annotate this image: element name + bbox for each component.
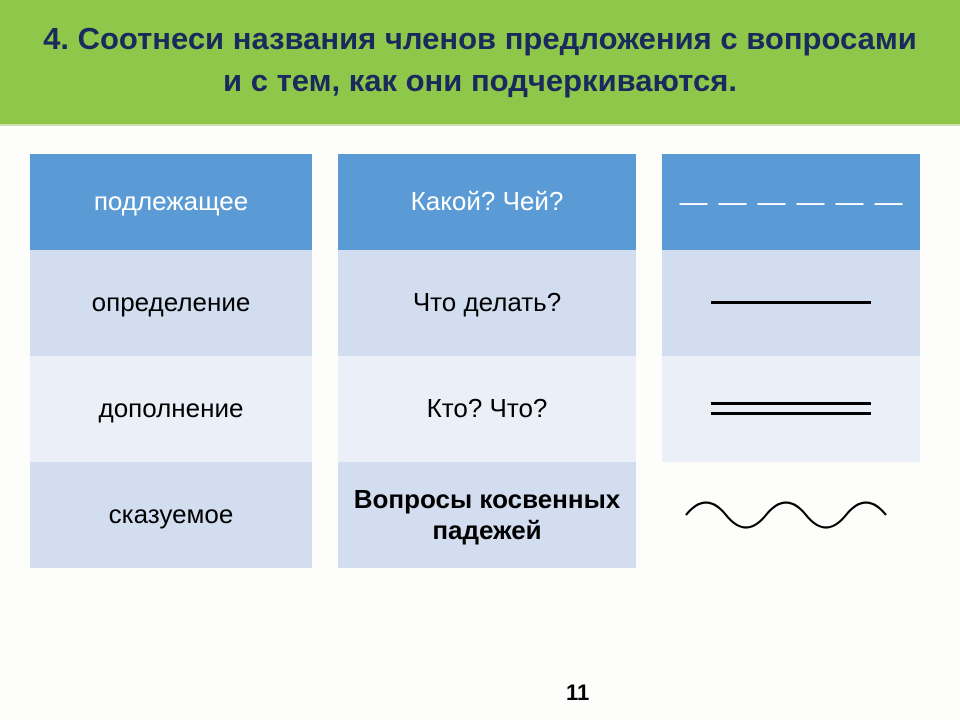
- col3-row3: [662, 462, 920, 568]
- col2-row2: Кто? Что?: [338, 356, 636, 462]
- dash: —: [758, 185, 786, 219]
- dashed-underline-icon: — — — — — —: [680, 185, 903, 219]
- col2-row3: Вопросы косвенных падежей: [338, 462, 636, 568]
- page-number: 11: [566, 680, 589, 706]
- instruction-title: 4. Соотнеси названия членов предложения …: [30, 18, 930, 102]
- col3-row2: [662, 356, 920, 462]
- col2-row1: Что делать?: [338, 250, 636, 356]
- dash: —: [680, 185, 708, 219]
- double-solid-underline-icon: [711, 402, 871, 415]
- wave-underline-icon: [681, 490, 901, 540]
- matching-table: подлежащее определение дополнение сказуе…: [0, 126, 960, 568]
- dash: —: [836, 185, 864, 219]
- col1-row2: дополнение: [30, 356, 312, 462]
- col1-row3: сказуемое: [30, 462, 312, 568]
- col1-header: подлежащее: [30, 154, 312, 250]
- line: [711, 402, 871, 405]
- instruction-header: 4. Соотнеси названия членов предложения …: [0, 0, 960, 126]
- dash: —: [875, 185, 903, 219]
- col2-header: Какой? Чей?: [338, 154, 636, 250]
- dash: —: [719, 185, 747, 219]
- col1-row1: определение: [30, 250, 312, 356]
- column-members: подлежащее определение дополнение сказуе…: [30, 154, 312, 568]
- column-questions: Какой? Чей? Что делать? Кто? Что? Вопрос…: [338, 154, 636, 568]
- column-underlines: — — — — — —: [662, 154, 920, 568]
- col3-row1: [662, 250, 920, 356]
- dash: —: [797, 185, 825, 219]
- single-solid-underline-icon: [711, 301, 871, 304]
- col3-header: — — — — — —: [662, 154, 920, 250]
- line: [711, 412, 871, 415]
